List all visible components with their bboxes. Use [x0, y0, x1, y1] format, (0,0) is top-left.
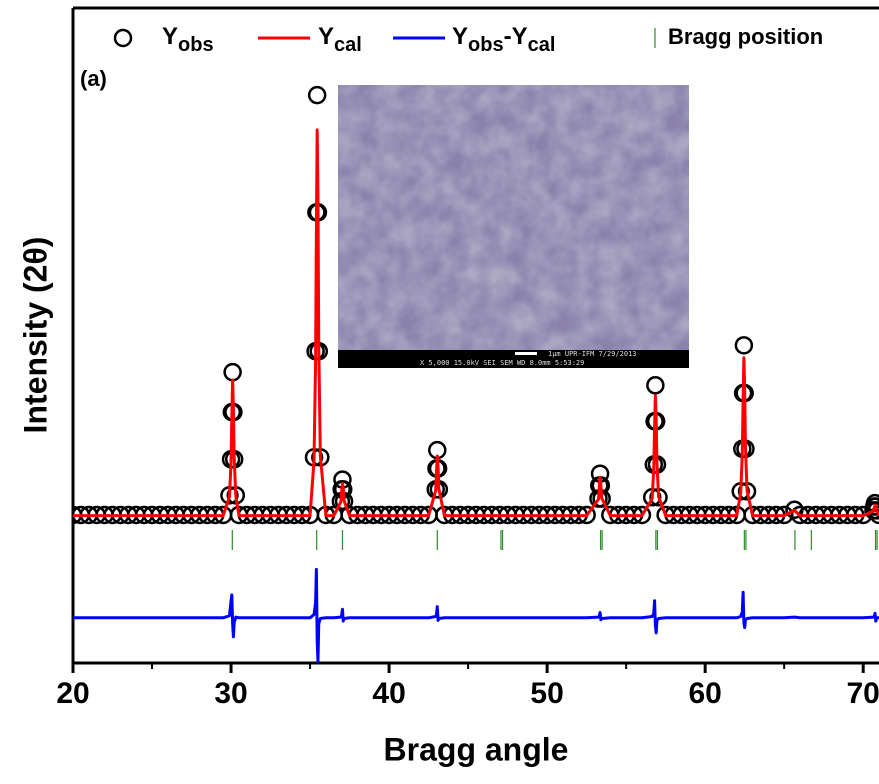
obs-point — [223, 362, 242, 382]
x-tick-label: 50 — [530, 677, 563, 710]
obs-point — [734, 336, 754, 355]
panel-label: (a) — [80, 66, 107, 91]
obs-point — [869, 505, 879, 525]
legend-label: Bragg position — [668, 24, 823, 49]
plot-area — [73, 85, 879, 663]
obs-point — [867, 501, 879, 520]
inset-label: 1μm UPR-IFM 7/29/2013 — [548, 350, 637, 358]
sem-info-bar — [338, 350, 689, 368]
obs-point — [865, 493, 879, 513]
legend-label: Yobs — [162, 23, 214, 56]
inset-label: X 5,000 15.0kV SEI SEM WD 8.0mm 5:53:29 — [420, 359, 584, 367]
x-tick-label: 20 — [56, 677, 89, 710]
legend-label: Yobs-Ycal — [452, 23, 555, 56]
x-tick-label: 30 — [214, 677, 247, 710]
obs-point — [866, 497, 879, 516]
y-axis-label: Intensity (2θ) — [17, 237, 53, 434]
series-line — [73, 128, 879, 518]
obs-point — [307, 85, 327, 105]
series-line — [73, 567, 879, 663]
sem-texture — [338, 85, 689, 350]
x-tick-label: 70 — [847, 677, 879, 710]
inset-image: 1μm UPR-IFM 7/29/2013 X 5,000 15.0kV SEI… — [338, 85, 689, 368]
obs-point — [646, 376, 665, 395]
legend-symbol — [113, 28, 133, 48]
x-axis-label: Bragg angle — [384, 731, 569, 767]
x-tick-label: 60 — [688, 677, 721, 710]
scale-bar — [515, 352, 537, 355]
legend-label: Ycal — [318, 23, 362, 56]
x-tick-label: 40 — [372, 677, 405, 710]
